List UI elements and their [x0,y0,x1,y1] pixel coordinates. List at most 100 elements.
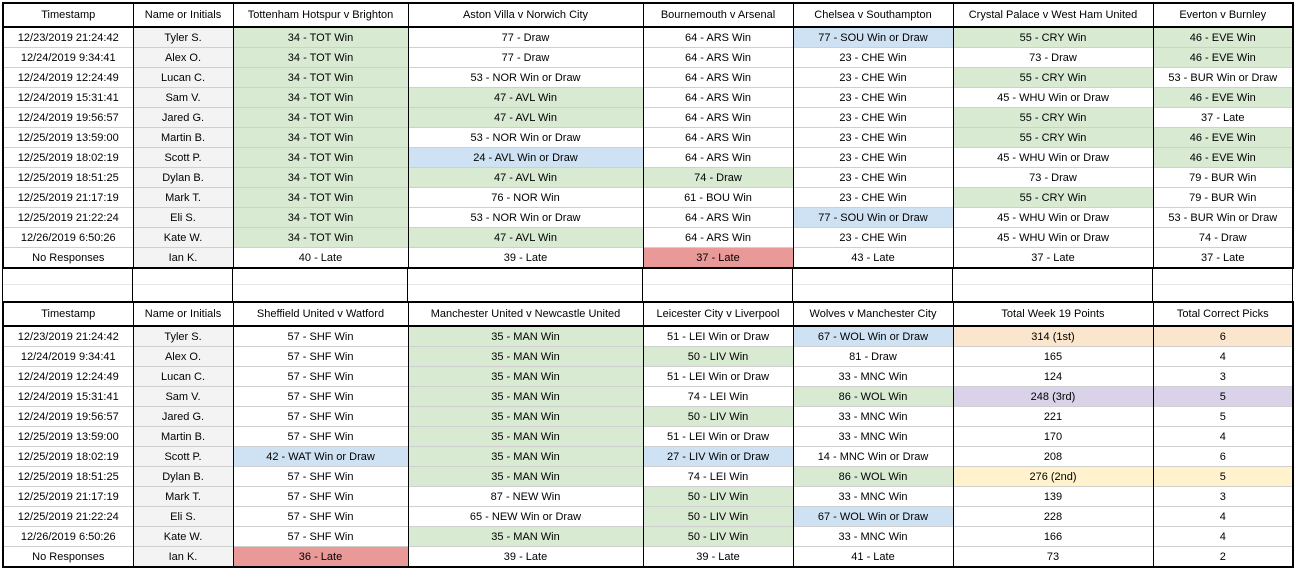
correct-picks-cell[interactable]: 6 [1152,325,1294,347]
pick-cell[interactable]: 57 - SHF Win [232,466,409,487]
name-cell[interactable]: Lucan C. [132,67,234,88]
name-cell[interactable]: Scott P. [132,446,234,467]
pick-cell[interactable]: 77 - SOU Win or Draw [792,207,954,228]
pick-cell[interactable]: 47 - AVL Win [407,227,644,248]
pick-cell[interactable]: 57 - SHF Win [232,426,409,447]
column-header-tottenham-hotspur-v-brighton[interactable]: Tottenham Hotspur v Brighton [232,3,409,28]
timestamp-cell[interactable]: 12/25/2019 21:22:24 [2,506,134,527]
name-cell[interactable]: Eli S. [132,207,234,228]
pick-cell[interactable]: 34 - TOT Win [232,207,409,228]
name-cell[interactable]: Sam V. [132,87,234,108]
correct-picks-cell[interactable]: 5 [1152,466,1294,487]
pick-cell[interactable]: 57 - SHF Win [232,346,409,367]
name-cell[interactable]: Tyler S. [132,325,234,347]
pick-cell[interactable]: 53 - NOR Win or Draw [407,207,644,228]
total-points-cell[interactable]: 248 (3rd) [952,386,1154,407]
pick-cell[interactable]: 33 - MNC Win [792,406,954,427]
timestamp-cell[interactable]: 12/24/2019 15:31:41 [2,386,134,407]
name-cell[interactable]: Lucan C. [132,366,234,387]
pick-cell[interactable]: 23 - CHE Win [792,147,954,168]
correct-picks-cell[interactable]: 4 [1152,506,1294,527]
pick-cell[interactable]: 39 - Late [642,546,794,567]
pick-cell[interactable]: 46 - EVE Win [1152,147,1294,168]
pick-cell[interactable]: 37 - Late [1152,247,1294,268]
pick-cell[interactable]: 35 - MAN Win [407,526,644,547]
name-cell[interactable]: Jared G. [132,406,234,427]
timestamp-cell[interactable]: 12/26/2019 6:50:26 [2,526,134,547]
timestamp-cell[interactable]: 12/24/2019 9:34:41 [2,47,134,68]
pick-cell[interactable]: 37 - Late [1152,107,1294,128]
pick-cell[interactable]: 57 - SHF Win [232,366,409,387]
timestamp-cell[interactable]: 12/25/2019 18:51:25 [2,466,134,487]
pick-cell[interactable]: 14 - MNC Win or Draw [792,446,954,467]
pick-cell[interactable]: 77 - Draw [407,26,644,48]
pick-cell[interactable]: 64 - ARS Win [642,87,794,108]
column-header-everton-v-burnley[interactable]: Everton v Burnley [1152,3,1294,28]
column-header-chelsea-v-southampton[interactable]: Chelsea v Southampton [792,3,954,28]
gap-cell[interactable] [642,269,793,301]
gap-cell[interactable] [132,269,233,301]
name-cell[interactable]: Scott P. [132,147,234,168]
correct-picks-cell[interactable]: 4 [1152,426,1294,447]
pick-cell[interactable]: 42 - WAT Win or Draw [232,446,409,467]
pick-cell[interactable]: 33 - MNC Win [792,366,954,387]
pick-cell[interactable]: 50 - LIV Win [642,346,794,367]
name-cell[interactable]: Dylan B. [132,167,234,188]
pick-cell[interactable]: 74 - LEI Win [642,386,794,407]
pick-cell[interactable]: 81 - Draw [792,346,954,367]
pick-cell[interactable]: 50 - LIV Win [642,406,794,427]
pick-cell[interactable]: 76 - NOR Win [407,187,644,208]
total-points-cell[interactable]: 276 (2nd) [952,466,1154,487]
correct-picks-cell[interactable]: 3 [1152,486,1294,507]
pick-cell[interactable]: 35 - MAN Win [407,366,644,387]
pick-cell[interactable]: 43 - Late [792,247,954,268]
pick-cell[interactable]: 53 - NOR Win or Draw [407,67,644,88]
total-points-cell[interactable]: 139 [952,486,1154,507]
timestamp-cell[interactable]: 12/25/2019 21:17:19 [2,486,134,507]
name-cell[interactable]: Martin B. [132,127,234,148]
column-header-timestamp[interactable]: Timestamp [2,302,134,327]
pick-cell[interactable]: 64 - ARS Win [642,107,794,128]
name-cell[interactable]: Ian K. [132,247,234,268]
pick-cell[interactable]: 73 - Draw [952,47,1154,68]
pick-cell[interactable]: 53 - BUR Win or Draw [1152,67,1294,88]
gap-cell[interactable] [792,269,953,301]
pick-cell[interactable]: 67 - WOL Win or Draw [792,506,954,527]
pick-cell[interactable]: 33 - MNC Win [792,426,954,447]
pick-cell[interactable]: 64 - ARS Win [642,26,794,48]
timestamp-cell[interactable]: No Responses [2,546,134,567]
timestamp-cell[interactable]: 12/25/2019 18:51:25 [2,167,134,188]
gap-cell[interactable] [952,269,1153,301]
pick-cell[interactable]: 74 - Draw [642,167,794,188]
pick-cell[interactable]: 57 - SHF Win [232,386,409,407]
pick-cell[interactable]: 36 - Late [232,546,409,567]
column-header-aston-villa-v-norwich-city[interactable]: Aston Villa v Norwich City [407,3,644,28]
pick-cell[interactable]: 23 - CHE Win [792,107,954,128]
timestamp-cell[interactable]: 12/25/2019 18:02:19 [2,446,134,467]
pick-cell[interactable]: 34 - TOT Win [232,67,409,88]
pick-cell[interactable]: 35 - MAN Win [407,325,644,347]
name-cell[interactable]: Eli S. [132,506,234,527]
timestamp-cell[interactable]: 12/24/2019 19:56:57 [2,406,134,427]
pick-cell[interactable]: 23 - CHE Win [792,227,954,248]
gap-cell[interactable] [1152,269,1293,301]
pick-cell[interactable]: 39 - Late [407,247,644,268]
timestamp-cell[interactable]: 12/25/2019 21:17:19 [2,187,134,208]
pick-cell[interactable]: 77 - SOU Win or Draw [792,26,954,48]
correct-picks-cell[interactable]: 4 [1152,346,1294,367]
column-header-manchester-united-v-newcastle-united[interactable]: Manchester United v Newcastle United [407,302,644,327]
name-cell[interactable]: Jared G. [132,107,234,128]
pick-cell[interactable]: 34 - TOT Win [232,187,409,208]
name-cell[interactable]: Mark T. [132,486,234,507]
pick-cell[interactable]: 53 - NOR Win or Draw [407,127,644,148]
pick-cell[interactable]: 23 - CHE Win [792,187,954,208]
timestamp-cell[interactable]: 12/25/2019 21:22:24 [2,207,134,228]
pick-cell[interactable]: 24 - AVL Win or Draw [407,147,644,168]
column-header-total-week-19-points[interactable]: Total Week 19 Points [952,302,1154,327]
gap-cell[interactable] [407,269,643,301]
pick-cell[interactable]: 77 - Draw [407,47,644,68]
column-header-sheffield-united-v-watford[interactable]: Sheffield United v Watford [232,302,409,327]
pick-cell[interactable]: 34 - TOT Win [232,227,409,248]
correct-picks-cell[interactable]: 6 [1152,446,1294,467]
pick-cell[interactable]: 50 - LIV Win [642,526,794,547]
